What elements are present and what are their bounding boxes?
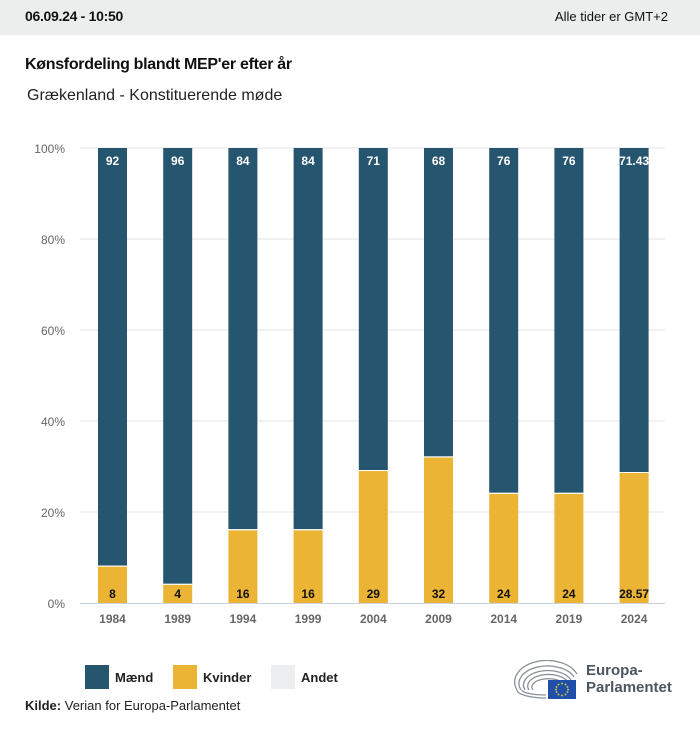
y-tick-label: 60%	[41, 324, 65, 338]
x-tick-label: 2014	[490, 612, 517, 626]
stacked-bar-chart: 0% 20% 40% 60% 80% 100% 92 8 96 4 84 16 84 16 71 29 68 3…	[34, 142, 665, 626]
timezone-note: Alle tider er GMT+2	[554, 9, 668, 24]
x-tick-label: 1994	[230, 612, 257, 626]
x-tick-label: 2009	[425, 612, 452, 626]
x-tick-label: 2019	[556, 612, 583, 626]
bar-men	[489, 148, 519, 493]
source-text: Verian for Europa-Parlamentet	[64, 698, 241, 713]
chart-subtitle: Grækenland - Konstituerende møde	[27, 87, 283, 104]
y-tick-label: 20%	[41, 506, 65, 520]
data-label-women: 8	[109, 587, 116, 601]
data-label-women: 28.57	[619, 587, 649, 601]
data-label-men: 71.43	[619, 154, 649, 168]
bar-women	[424, 457, 453, 603]
datetime: 06.09.24 - 10:50	[25, 8, 123, 24]
data-label-women: 16	[236, 587, 250, 601]
bar-men	[228, 148, 258, 530]
legend-label-men: Mænd	[115, 670, 154, 685]
y-tick-label: 0%	[48, 597, 66, 611]
bar-women	[163, 584, 193, 603]
data-label-women: 32	[432, 587, 446, 601]
bar-women	[228, 530, 258, 603]
x-tick-label: 1989	[164, 612, 191, 626]
legend-label-women: Kvinder	[203, 670, 252, 685]
y-tick-label: 100%	[34, 142, 65, 156]
y-tick-label: 40%	[41, 415, 65, 429]
bar-women	[619, 473, 649, 603]
data-label-women: 24	[562, 587, 576, 601]
data-label-men: 76	[562, 154, 576, 168]
logo-text: Europa- Parlamentet	[586, 662, 672, 696]
bar-men	[98, 148, 127, 566]
legend-swatch-women	[173, 665, 197, 689]
data-label-men: 84	[301, 154, 315, 168]
bar-men	[619, 148, 649, 473]
bar-women	[98, 566, 127, 603]
source-note: Kilde: Verian for Europa-Parlamentet	[25, 698, 240, 713]
data-label-women: 29	[367, 587, 381, 601]
bar-men	[293, 148, 323, 530]
data-label-men: 68	[432, 154, 446, 168]
top-bar: 06.09.24 - 10:50 Alle tider er GMT+2	[0, 0, 700, 35]
data-label-men: 92	[106, 154, 120, 168]
legend-swatch-other	[271, 665, 295, 689]
data-label-men: 84	[236, 154, 250, 168]
bar-men	[424, 148, 453, 457]
bar-men	[163, 148, 193, 584]
x-tick-label: 1984	[99, 612, 126, 626]
y-tick-label: 80%	[41, 233, 65, 247]
x-tick-label: 2024	[621, 612, 648, 626]
bars	[98, 148, 649, 603]
bar-women	[554, 493, 584, 603]
bar-women	[358, 471, 388, 603]
bar-women	[293, 530, 323, 603]
source-label: Kilde:	[25, 698, 62, 713]
data-label-men: 96	[171, 154, 185, 168]
data-label-women: 4	[174, 587, 181, 601]
logo-line2: Parlamentet	[586, 679, 672, 696]
data-label-men: 71	[367, 154, 381, 168]
x-axis: 1984 1989 1994 1999 2004 2009 2014 2019 2024	[80, 603, 665, 626]
hemicycle-eu-flag-icon	[514, 659, 578, 699]
bar-men	[358, 148, 388, 471]
chart-title: Kønsfordeling blandt MEP'er efter år	[25, 56, 292, 73]
x-tick-label: 2004	[360, 612, 387, 626]
bar-women	[489, 493, 519, 603]
bar-men	[554, 148, 584, 493]
europarl-logo: Europa- Parlamentet	[514, 659, 684, 700]
legend-label-other: Andet	[301, 670, 338, 685]
data-label-women: 24	[497, 587, 511, 601]
data-label-men: 76	[497, 154, 511, 168]
legend-swatch-men	[85, 665, 109, 689]
data-labels: 92 8 96 4 84 16 84 16 71 29 68 32 76 24 76 24 71.43 28.57	[106, 154, 650, 601]
y-axis: 0% 20% 40% 60% 80% 100%	[34, 142, 65, 611]
data-label-women: 16	[301, 587, 315, 601]
logo-line1: Europa-	[586, 662, 643, 679]
x-tick-label: 1999	[295, 612, 322, 626]
